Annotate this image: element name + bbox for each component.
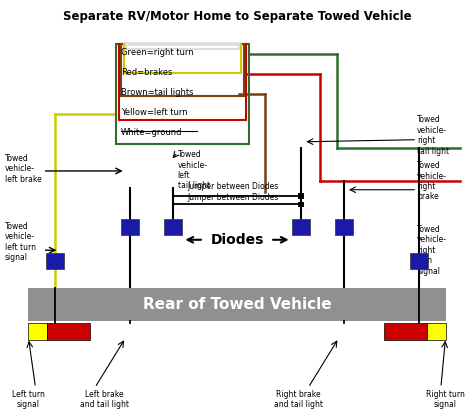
Bar — [116, 44, 249, 144]
Bar — [121, 44, 244, 96]
Text: Towed
vehicle-
right
turn
signal: Towed vehicle- right turn signal — [417, 225, 447, 276]
Bar — [47, 323, 90, 340]
Bar — [427, 323, 446, 340]
Text: Red=brakes: Red=brakes — [121, 68, 172, 77]
Bar — [127, 44, 238, 49]
Bar — [118, 44, 246, 120]
Bar — [46, 253, 64, 269]
Text: Rear of Towed Vehicle: Rear of Towed Vehicle — [143, 297, 331, 312]
Text: Jumper between Diodes: Jumper between Diodes — [187, 193, 279, 202]
Bar — [28, 288, 446, 321]
Text: Towed
vehicle-
right
tail light: Towed vehicle- right tail light — [417, 116, 449, 156]
Text: Towed
vehicle-
left
tail light: Towed vehicle- left tail light — [178, 150, 210, 190]
Text: Right brake
and tail light: Right brake and tail light — [274, 390, 323, 409]
Bar — [121, 219, 139, 235]
Bar — [164, 219, 182, 235]
Text: Right turn
signal: Right turn signal — [426, 390, 465, 409]
Text: Towed
vehicle-
right
brake: Towed vehicle- right brake — [417, 161, 447, 201]
Text: Green=right turn: Green=right turn — [121, 48, 193, 57]
Bar — [298, 193, 304, 199]
Bar — [335, 219, 353, 235]
Text: Towed
vehicle-
left brake: Towed vehicle- left brake — [5, 154, 42, 184]
Bar — [298, 202, 304, 207]
Bar — [410, 253, 428, 269]
Text: Towed
vehicle-
left turn
signal: Towed vehicle- left turn signal — [5, 222, 36, 262]
Bar — [124, 44, 241, 73]
Bar — [292, 219, 310, 235]
Text: Left turn
signal: Left turn signal — [12, 390, 45, 409]
Text: Brown=tail lights: Brown=tail lights — [121, 88, 193, 97]
Bar — [28, 323, 47, 340]
Text: Separate RV/Motor Home to Separate Towed Vehicle: Separate RV/Motor Home to Separate Towed… — [63, 10, 411, 23]
Text: Jumper between Diodes: Jumper between Diodes — [187, 182, 279, 191]
Text: Yellow=left turn: Yellow=left turn — [121, 108, 188, 117]
Text: Left brake
and tail light: Left brake and tail light — [80, 390, 129, 409]
Bar — [384, 323, 427, 340]
Text: White=ground: White=ground — [121, 128, 182, 137]
Text: Diodes: Diodes — [210, 233, 264, 247]
